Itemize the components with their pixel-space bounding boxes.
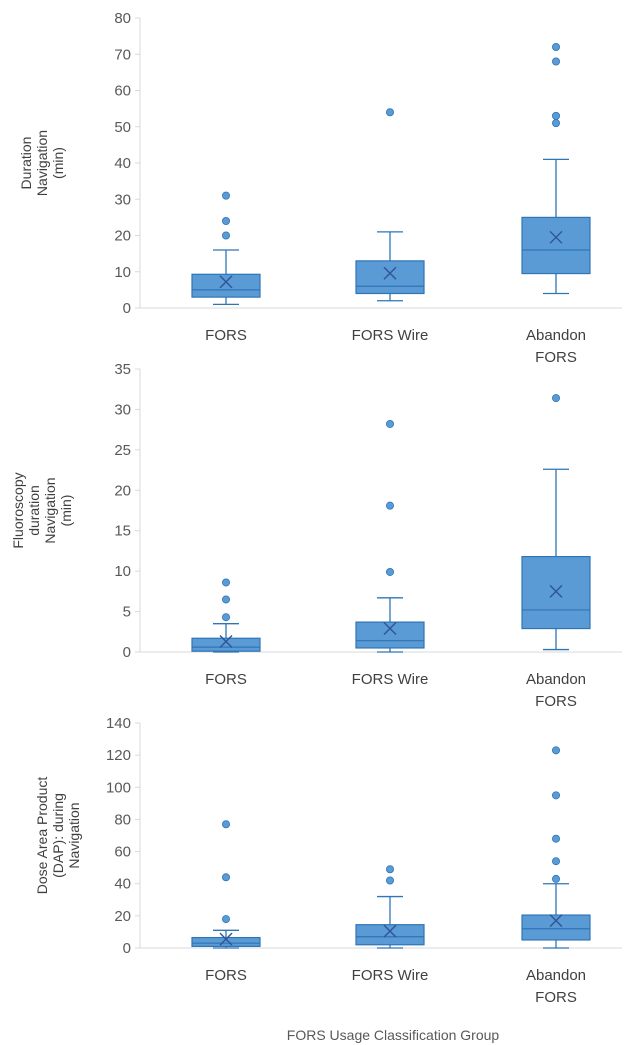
y-tick-label: 60	[114, 844, 131, 861]
fluoroscopy-duration-chart: 0 5 10 15 20 25 30 35 Fluoroscopy duration Navigat…	[10, 361, 622, 710]
outlier-point	[552, 43, 561, 52]
iqr-box	[191, 273, 261, 298]
outlier-point	[552, 746, 561, 755]
y-axis-title-line: (min)	[50, 147, 66, 179]
category-label: FORS	[535, 349, 577, 366]
outlier-point	[552, 111, 561, 120]
outlier-point	[385, 876, 394, 885]
y-tick-label: 80	[114, 10, 131, 27]
duration-navigation-chart: 0 10 20 30 40 50 60 70 80 Duration Navigation (min)…	[18, 10, 622, 366]
outlier-point	[385, 865, 394, 874]
outlier-point	[385, 501, 394, 510]
category-label: Abandon	[526, 327, 586, 344]
outlier-point	[221, 613, 230, 622]
outlier-point	[552, 791, 561, 800]
iqr-box	[355, 924, 425, 946]
mean-marker	[549, 914, 563, 928]
y-tick-label: 20	[114, 482, 131, 499]
y-tick-label: 0	[123, 644, 131, 661]
y-tick-label: 15	[114, 523, 131, 540]
iqr-box	[521, 555, 591, 630]
category-label: Abandon	[526, 967, 586, 984]
y-axis-title-line: duration	[26, 485, 42, 536]
outlier-point	[552, 119, 561, 128]
y-tick-label: 100	[106, 779, 131, 796]
y-tick-label: 40	[114, 876, 131, 893]
y-axis-title-line: Navigation	[66, 802, 82, 868]
mean-marker	[549, 584, 563, 598]
category-label: FORS	[535, 989, 577, 1006]
y-axis-title-line: Fluoroscopy	[10, 472, 26, 548]
mean-marker	[549, 230, 563, 244]
y-tick-label: 30	[114, 191, 131, 208]
iqr-box	[521, 914, 591, 941]
iqr-box	[191, 637, 261, 652]
category-label: FORS Wire	[352, 327, 429, 344]
y-tick-label: 80	[114, 811, 131, 828]
x-axis-title: FORS Usage Classification Group	[287, 1027, 500, 1043]
y-axis-title-line: (min)	[58, 495, 74, 527]
mean-marker	[383, 622, 397, 636]
y-axis-title-line: Dose Area Product	[34, 777, 50, 895]
y-axis-title-line: Navigation	[42, 477, 58, 543]
category-label: FORS	[205, 671, 247, 688]
y-tick-label: 0	[123, 940, 131, 957]
y-tick-label: 60	[114, 83, 131, 100]
outlier-point	[221, 873, 230, 882]
category-label: FORS	[535, 693, 577, 710]
outlier-point	[385, 567, 394, 576]
y-tick-label: 0	[123, 300, 131, 317]
outlier-point	[385, 108, 394, 117]
y-axis-title-line: Duration	[18, 137, 34, 190]
y-tick-label: 30	[114, 401, 131, 418]
outlier-point	[221, 595, 230, 604]
iqr-box	[191, 936, 261, 947]
outlier-point	[221, 191, 230, 200]
iqr-box	[355, 621, 425, 649]
y-tick-label: 25	[114, 442, 131, 459]
y-tick-label: 5	[123, 604, 131, 621]
y-tick-label: 10	[114, 264, 131, 281]
outlier-point	[221, 231, 230, 240]
iqr-box	[521, 216, 591, 275]
mean-marker	[383, 266, 397, 280]
y-tick-label: 120	[106, 747, 131, 764]
outlier-point	[552, 857, 561, 866]
mean-marker	[383, 924, 397, 938]
category-label: FORS Wire	[352, 967, 429, 984]
y-tick-label: 20	[114, 908, 131, 925]
category-label: FORS	[205, 327, 247, 344]
mean-marker	[219, 932, 233, 946]
outlier-point	[385, 419, 394, 428]
y-tick-label: 10	[114, 563, 131, 580]
outlier-point	[221, 915, 230, 924]
outlier-point	[221, 820, 230, 829]
mean-marker	[219, 634, 233, 648]
outlier-point	[552, 57, 561, 66]
outlier-point	[552, 834, 561, 843]
outlier-point	[552, 874, 561, 883]
category-label: FORS	[205, 967, 247, 984]
category-label: Abandon	[526, 671, 586, 688]
y-tick-label: 140	[106, 715, 131, 732]
y-tick-label: 40	[114, 155, 131, 172]
y-tick-label: 70	[114, 46, 131, 63]
mean-marker	[219, 275, 233, 289]
y-axis-title-line: Navigation	[34, 130, 50, 196]
outlier-point	[221, 216, 230, 225]
y-tick-label: 35	[114, 361, 131, 378]
outlier-point	[221, 578, 230, 587]
category-label: FORS Wire	[352, 671, 429, 688]
y-axis-title-line: (DAP): during	[50, 793, 66, 878]
outlier-point	[552, 394, 561, 403]
iqr-box	[355, 260, 425, 295]
y-tick-label: 50	[114, 119, 131, 136]
dose-area-product-chart: 0 20 40 60 80 100 120 140 Dose Area Product (DAP)…	[34, 715, 622, 1006]
y-tick-label: 20	[114, 228, 131, 245]
